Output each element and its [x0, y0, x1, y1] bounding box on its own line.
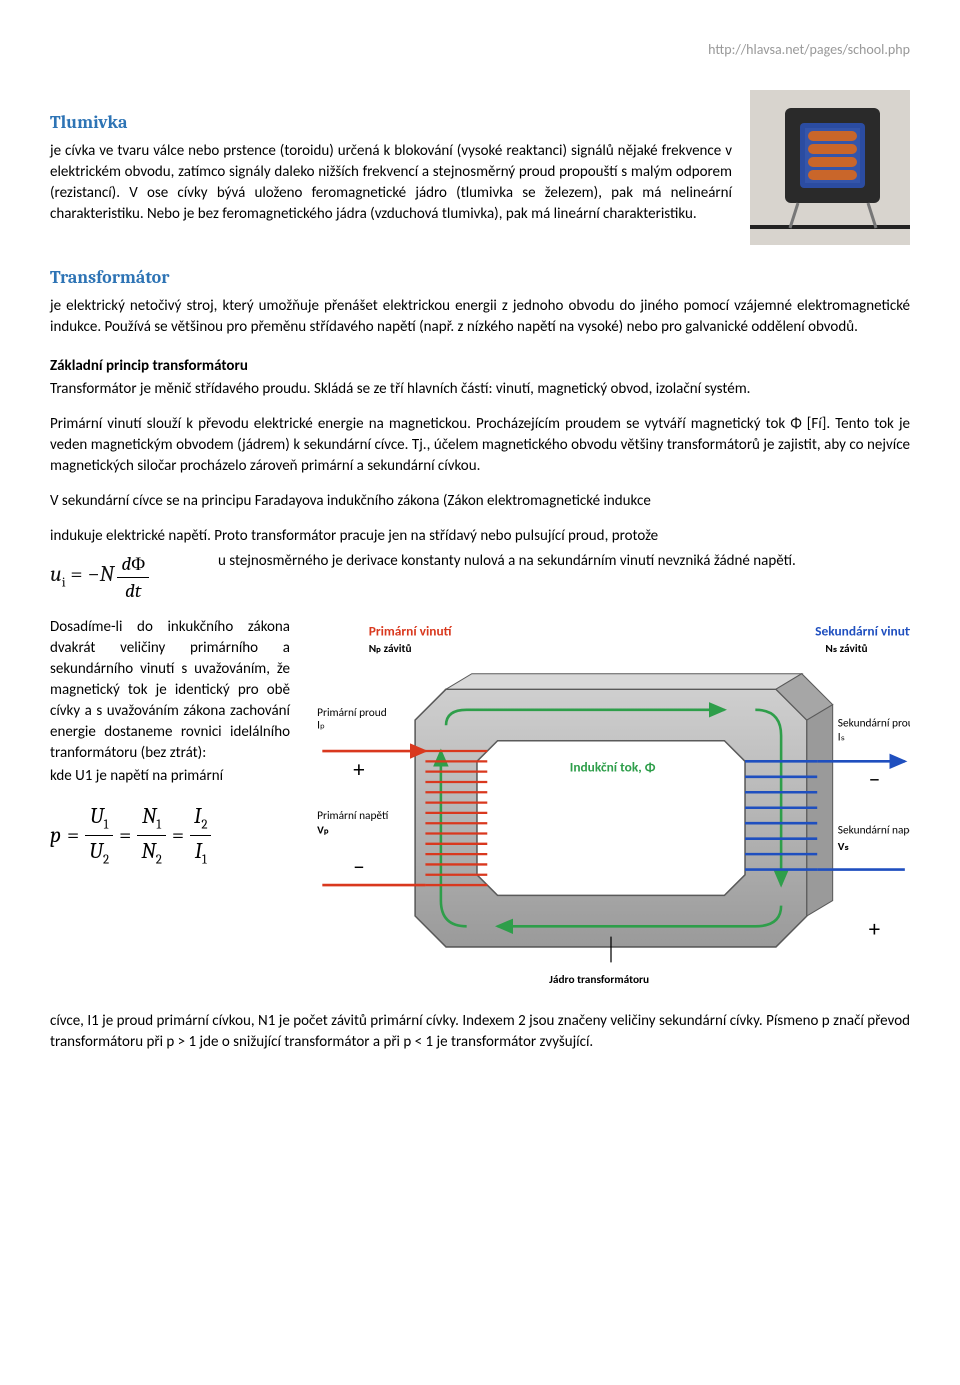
lbl-vp: Vₚ [317, 823, 329, 837]
transformator-intro: je elektrický netočivý stroj, který umož… [50, 296, 910, 338]
dosadime-text: Dosadíme-li do inkukčního zákona dvakrát… [50, 617, 290, 764]
kde-text: kde U1 je napětí na primární [50, 766, 290, 787]
tlumivka-title: Tlumivka [50, 110, 732, 135]
svg-text:+: + [353, 756, 364, 784]
tlumivka-text: je cívka ve tvaru válce nebo prstence (t… [50, 141, 732, 225]
indukuje-text1: indukuje elektrické napětí. Proto transf… [50, 526, 910, 547]
lbl-flux: Indukční tok, Φ [570, 759, 656, 776]
svg-text:−: − [353, 854, 364, 882]
princip-text: Transformátor je měnič střídavého proudu… [50, 379, 910, 400]
primarni-text: Primární vinutí slouží k převodu elektri… [50, 414, 910, 477]
formula-ratio: p = U1U2 = N1N2 = I2I1 [50, 801, 290, 869]
civce-text: cívce, I1 je proud primární cívkou, N1 j… [50, 1011, 910, 1053]
lbl-is: Iₛ [838, 731, 845, 745]
lbl-ip: Iₚ [317, 718, 325, 732]
svg-text:+: + [869, 916, 880, 944]
lbl-secondary-title: Sekundární vinutí [815, 623, 910, 640]
lbl-primary-voltage: Primární napětí [317, 809, 389, 823]
lbl-primary-title: Primární vinutí [369, 623, 453, 640]
inductor-photo [750, 90, 910, 245]
lbl-secondary-turns: Nₛ závitů [825, 642, 867, 656]
page-url: http://hlavsa.net/pages/school.php [50, 40, 910, 60]
formula-induction: ui = −N dΦ dt [50, 551, 200, 605]
lbl-vs: Vₛ [838, 840, 849, 854]
lbl-secondary-voltage: Sekundární napětí [838, 823, 910, 837]
lbl-secondary-current: Sekundární proud [838, 716, 910, 730]
transformator-title: Transformátor [50, 265, 910, 290]
indukuje-text2: u stejnosměrného je derivace konstanty n… [218, 551, 796, 572]
lbl-core: Jádro transformátoru [549, 973, 649, 987]
faraday-text: V sekundární cívce se na principu Farada… [50, 491, 910, 512]
transformer-diagram: + − − + Primární vinutí Nₚ závitů Primár… [312, 617, 910, 998]
lbl-primary-turns: Nₚ závitů [369, 642, 412, 656]
svg-text:−: − [869, 766, 880, 794]
lbl-primary-current: Primární proud [317, 706, 387, 720]
princip-title: Základní princip transformátoru [50, 356, 910, 377]
